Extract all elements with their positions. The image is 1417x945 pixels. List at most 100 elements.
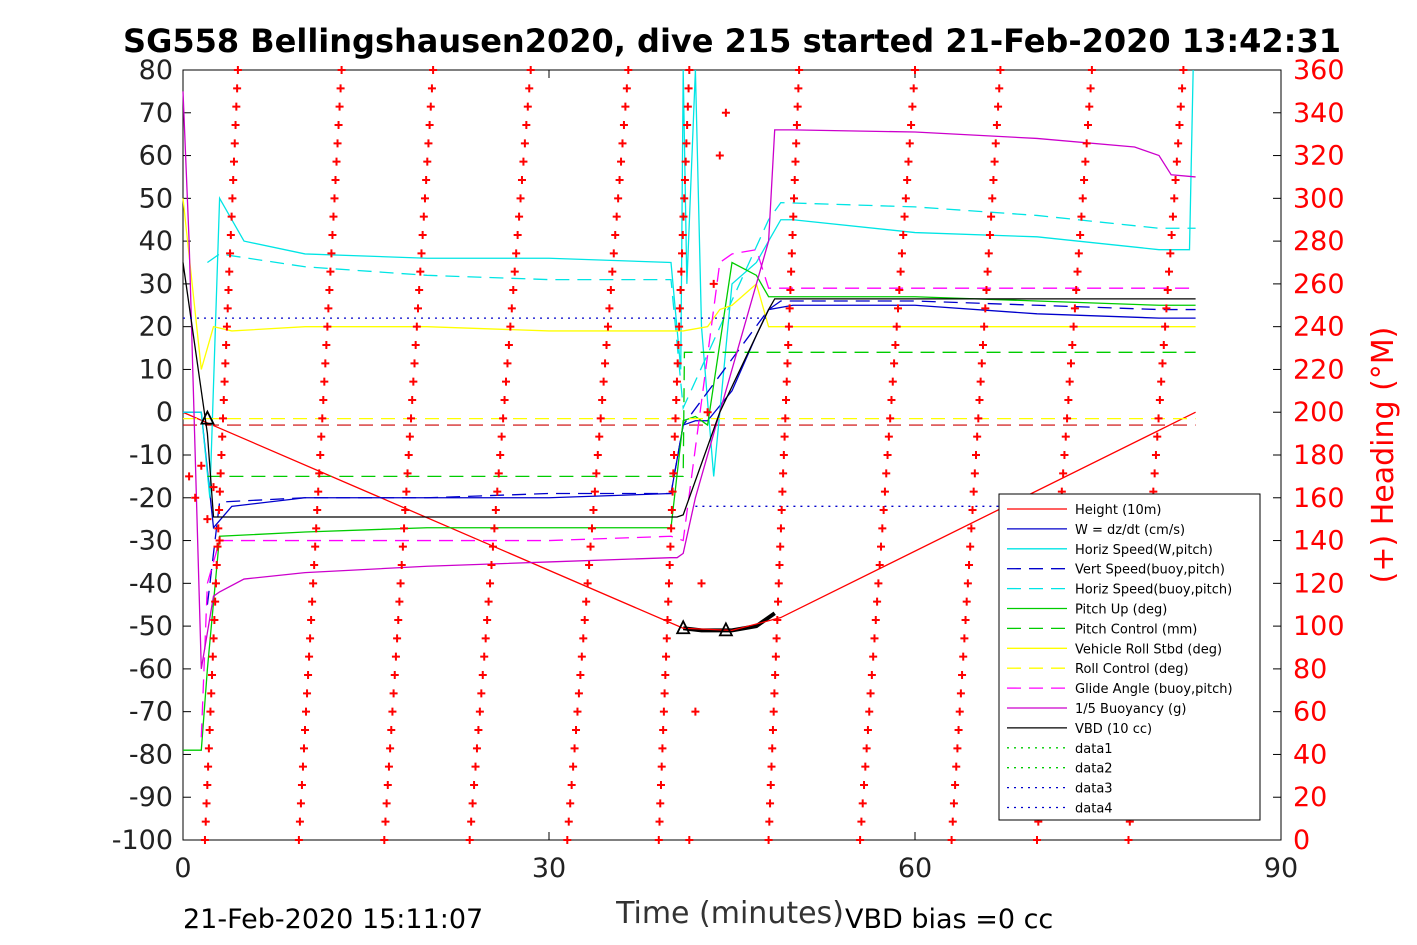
heading-point xyxy=(1165,267,1174,276)
heading-point xyxy=(786,286,795,294)
heading-point xyxy=(1087,66,1096,74)
heading-point xyxy=(767,762,776,771)
heading-point xyxy=(784,322,793,331)
heading-point xyxy=(654,836,663,844)
heading-point xyxy=(1150,469,1159,478)
y-tick-label: -50 xyxy=(129,611,173,642)
heading-point xyxy=(994,102,1003,111)
heading-point xyxy=(218,432,227,441)
heading-point xyxy=(959,652,968,661)
heading-point xyxy=(611,231,620,239)
heading-point xyxy=(587,524,596,533)
heading-point xyxy=(887,396,896,404)
heading-point xyxy=(1176,102,1185,111)
heading-point xyxy=(875,561,884,569)
heading-point xyxy=(218,414,227,423)
heading-point xyxy=(328,231,337,239)
series-line-1 xyxy=(183,304,1196,530)
heading-point xyxy=(1086,84,1095,93)
heading-point xyxy=(780,432,789,441)
heading-point xyxy=(308,597,317,606)
y-tick-label: 40 xyxy=(139,226,173,257)
heading-point xyxy=(1172,157,1181,166)
heading-point xyxy=(862,744,871,753)
heading-point xyxy=(963,579,972,588)
heading-point xyxy=(304,671,313,679)
heading-point xyxy=(768,744,777,753)
heading-point xyxy=(220,377,229,386)
heading-point xyxy=(658,744,667,753)
heading-point xyxy=(983,267,992,276)
heading-point xyxy=(981,304,990,313)
heading-point xyxy=(586,542,595,551)
heading-point xyxy=(781,414,790,423)
y-right-tick-label: 100 xyxy=(1293,611,1345,642)
heading-point xyxy=(673,359,682,368)
heading-point xyxy=(721,108,730,117)
heading-point xyxy=(209,634,218,643)
heading-point xyxy=(383,781,392,789)
heading-point xyxy=(523,102,532,111)
heading-point xyxy=(857,817,866,826)
heading-point xyxy=(1168,212,1177,221)
heading-point xyxy=(573,707,582,716)
heading-point xyxy=(966,542,975,551)
heading-point xyxy=(512,249,521,258)
heading-point xyxy=(1070,304,1079,313)
heading-point xyxy=(883,451,892,459)
heading-point xyxy=(880,487,889,496)
heading-point xyxy=(324,304,333,313)
heading-point xyxy=(1175,121,1184,129)
heading-point xyxy=(596,414,605,423)
heading-point xyxy=(655,817,664,826)
heading-point xyxy=(185,472,194,481)
heading-point xyxy=(225,267,234,276)
heading-point xyxy=(316,451,325,459)
y-right-tick-label: 220 xyxy=(1293,354,1345,385)
heading-point xyxy=(684,84,693,93)
heading-point xyxy=(951,781,960,789)
y-right-tick-label: 120 xyxy=(1293,568,1345,599)
heading-point xyxy=(395,597,404,606)
heading-point xyxy=(227,212,236,221)
heading-point xyxy=(894,304,903,313)
heading-point xyxy=(564,817,573,826)
heading-point xyxy=(500,396,509,404)
series-line-5 xyxy=(183,261,1196,751)
heading-point xyxy=(321,359,330,368)
heading-point xyxy=(412,322,421,331)
heading-point xyxy=(1151,451,1160,459)
heading-point xyxy=(662,652,671,661)
heading-point xyxy=(1065,377,1074,386)
heading-point xyxy=(213,542,222,551)
heading-point xyxy=(329,212,338,221)
heading-point xyxy=(1163,286,1172,294)
heading-point xyxy=(320,377,329,386)
y-axis-right: 3603403203002802602402202001801601401201… xyxy=(1273,55,1345,856)
heading-point xyxy=(494,469,503,478)
heading-point xyxy=(598,396,607,404)
y-tick-label: 50 xyxy=(139,183,173,214)
heading-point xyxy=(208,671,217,679)
heading-point xyxy=(765,817,774,826)
heading-point xyxy=(468,799,477,808)
heading-point xyxy=(522,121,531,129)
heading-point xyxy=(296,799,305,808)
heading-point xyxy=(497,432,506,441)
heading-point xyxy=(972,451,980,459)
heading-point xyxy=(197,461,206,470)
heading-point xyxy=(301,726,309,734)
heading-point xyxy=(664,597,673,606)
heading-point xyxy=(1033,836,1041,844)
heading-point xyxy=(768,726,777,734)
heading-point xyxy=(223,304,232,313)
heading-point xyxy=(770,689,779,698)
heading-point xyxy=(230,139,239,148)
heading-point xyxy=(491,506,500,514)
heading-point xyxy=(474,726,483,734)
heading-point xyxy=(895,286,904,294)
heading-point xyxy=(776,524,785,533)
legend: Height (10m) W = dz/dt (cm/s) Horiz Speed(… xyxy=(998,493,1261,821)
heading-point xyxy=(1066,359,1075,368)
